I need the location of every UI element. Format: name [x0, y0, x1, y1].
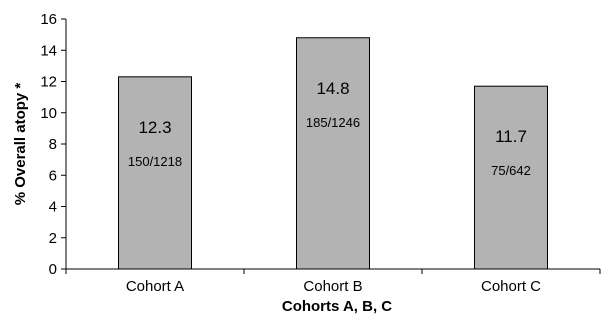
y-tick-label: 10	[40, 105, 57, 122]
y-tick-label: 6	[49, 167, 57, 184]
x-tick-label: Cohort B	[303, 278, 362, 295]
bar-count-label: 185/1246	[306, 115, 360, 130]
x-tick-label: Cohort A	[126, 278, 184, 295]
bar-value-label: 14.8	[316, 79, 349, 98]
bars: 12.3 150/1218 14.8 185/1246 11.7 75/642	[118, 37, 548, 270]
y-tick-label: 16	[40, 11, 57, 28]
x-tick-label: Cohort C	[481, 278, 541, 295]
y-tick-label: 14	[40, 42, 57, 59]
bar-value-label: 12.3	[138, 118, 171, 137]
y-tick-label: 8	[49, 136, 57, 153]
bar-cohort-c	[474, 85, 548, 270]
y-axis-ticks: 0 2 4 6 8 10 12 14 16	[40, 11, 66, 278]
y-tick-label: 4	[49, 199, 57, 216]
y-tick-label: 12	[40, 74, 57, 91]
x-axis-title: Cohorts A, B, C	[282, 298, 392, 315]
bar-cohort-b	[296, 37, 370, 270]
bar-value-label: 11.7	[495, 127, 527, 146]
bar-count-label: 75/642	[491, 163, 531, 178]
y-tick-label: 0	[49, 261, 57, 278]
x-axis-ticks: Cohort A Cohort B Cohort C	[65, 269, 601, 295]
y-axis-title: % Overall atopy *	[12, 83, 29, 206]
bar-count-label: 150/1218	[128, 154, 182, 169]
y-tick-label: 2	[49, 230, 57, 247]
bar-cohort-a	[118, 76, 192, 270]
